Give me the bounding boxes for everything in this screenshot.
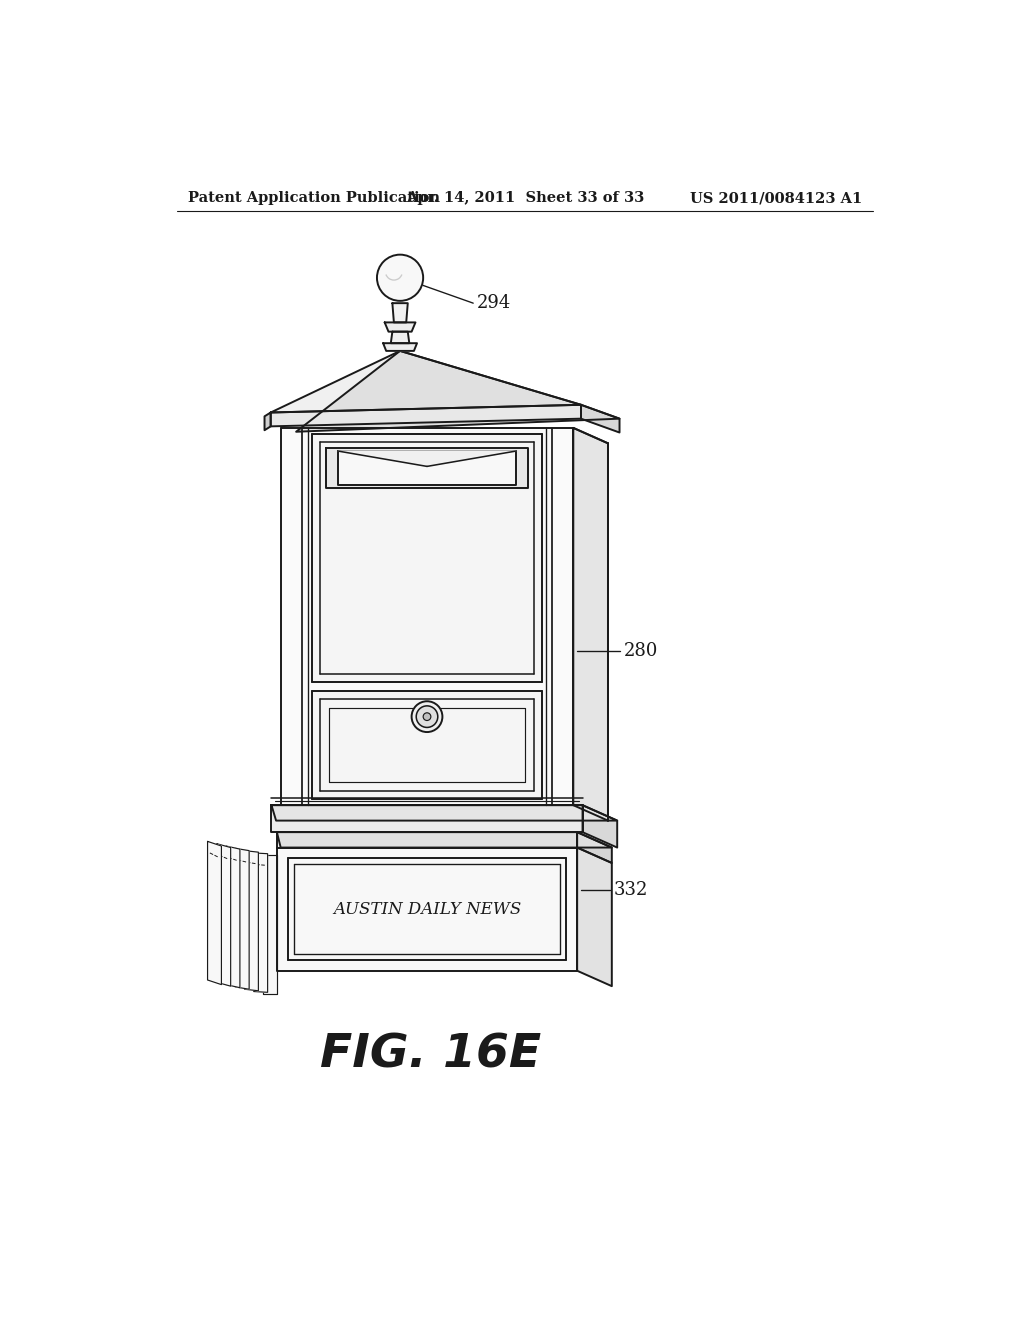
Polygon shape: [383, 343, 417, 351]
Polygon shape: [391, 331, 410, 343]
Text: Patent Application Publication: Patent Application Publication: [188, 191, 440, 206]
Circle shape: [423, 713, 431, 721]
Polygon shape: [385, 322, 416, 331]
Text: Apr. 14, 2011  Sheet 33 of 33: Apr. 14, 2011 Sheet 33 of 33: [406, 191, 644, 206]
Polygon shape: [338, 451, 516, 484]
Polygon shape: [263, 855, 276, 994]
Text: FIG. 16E: FIG. 16E: [321, 1034, 542, 1078]
Text: 280: 280: [624, 643, 657, 660]
Polygon shape: [226, 846, 240, 987]
Polygon shape: [326, 447, 528, 488]
Polygon shape: [254, 853, 267, 993]
Polygon shape: [392, 304, 408, 322]
Polygon shape: [578, 847, 611, 986]
Polygon shape: [578, 832, 611, 863]
Text: AUSTIN DAILY NEWS: AUSTIN DAILY NEWS: [333, 900, 521, 917]
Polygon shape: [271, 805, 617, 821]
Polygon shape: [271, 805, 583, 832]
Polygon shape: [276, 832, 578, 847]
Circle shape: [416, 706, 438, 727]
Polygon shape: [581, 405, 620, 433]
Polygon shape: [296, 351, 620, 432]
Circle shape: [412, 701, 442, 733]
Polygon shape: [281, 428, 573, 805]
Polygon shape: [264, 412, 270, 430]
Polygon shape: [217, 843, 230, 986]
Polygon shape: [583, 805, 617, 847]
Polygon shape: [208, 841, 221, 985]
Polygon shape: [276, 847, 578, 970]
Circle shape: [377, 255, 423, 301]
Text: US 2011/0084123 A1: US 2011/0084123 A1: [690, 191, 862, 206]
Polygon shape: [312, 434, 542, 682]
Polygon shape: [312, 692, 542, 799]
Polygon shape: [276, 832, 611, 847]
Polygon shape: [270, 351, 581, 412]
Polygon shape: [236, 849, 249, 989]
Text: 332: 332: [614, 880, 648, 899]
Text: 294: 294: [477, 294, 511, 312]
Polygon shape: [245, 850, 258, 991]
Polygon shape: [338, 451, 516, 466]
Polygon shape: [270, 405, 581, 426]
Polygon shape: [573, 428, 608, 821]
